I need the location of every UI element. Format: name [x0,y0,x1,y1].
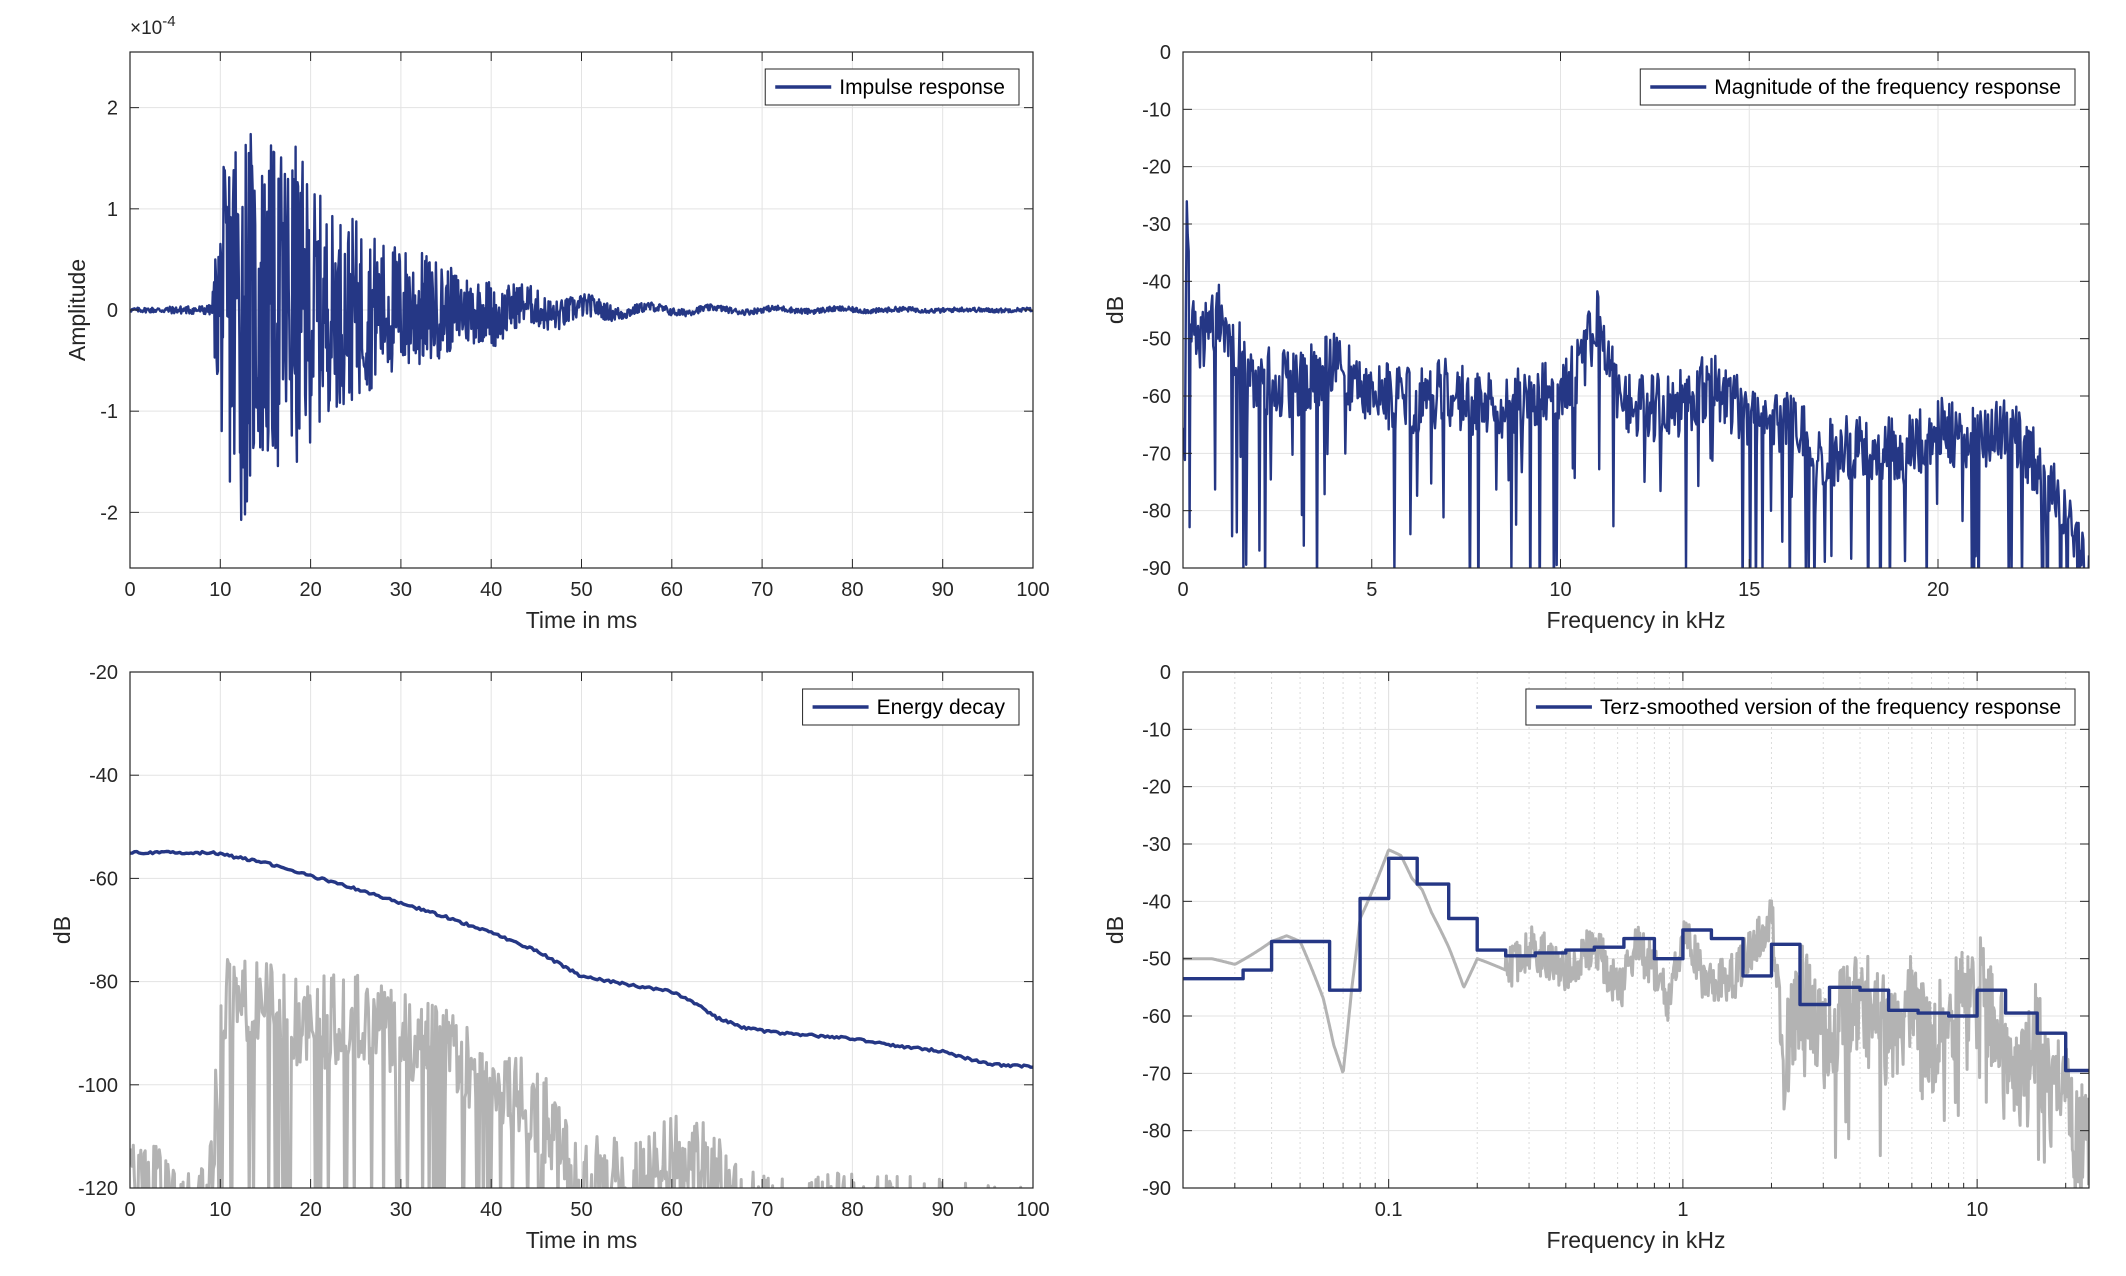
plot-area [1183,52,2089,568]
legend: Impulse response [764,68,1020,106]
series-line-magnitude [1183,200,2089,568]
y-tick-label: -50 [1142,949,1171,971]
x-tick-label: 0 [1177,579,1188,601]
y-tick-label: -40 [1142,271,1171,293]
series-line-energy-decay [130,849,1033,1069]
x-tick-label: 70 [751,1199,773,1221]
x-tick-label: 70 [751,579,773,601]
y-tick-label: -10 [1142,99,1171,121]
x-tick-label: 90 [932,579,954,601]
x-tick-label: 0 [124,579,135,601]
y-tick-label: 1 [107,199,118,221]
x-tick-label: 20 [299,579,321,601]
x-tick-label: 20 [299,1199,321,1221]
x-tick-label: 40 [480,1199,502,1221]
x-tick-label: 40 [480,579,502,601]
y-tick-label: 0 [1160,42,1171,64]
legend: Magnitude of the frequency response [1639,68,2076,106]
x-tick-label: 0.1 [1375,1199,1403,1221]
x-tick-label: 100 [1016,1199,1049,1221]
x-axis-label: Time in ms [526,607,638,633]
y-tick-label: -1 [100,401,118,423]
y-axis-label: Amplitude [64,259,90,361]
x-tick-label: 10 [1966,1199,1988,1221]
y-tick-label: -80 [1142,1121,1171,1143]
y-tick-label: -10 [1142,719,1171,741]
y-exponent-label: ×10-4 [130,13,176,39]
legend-label: Magnitude of the frequency response [1714,76,2061,99]
y-tick-label: -20 [89,662,118,684]
series-layer [130,849,1033,1188]
y-tick-label: -2 [100,502,118,524]
y-tick-label: 0 [1160,662,1171,684]
x-tick-label: 20 [1927,579,1949,601]
x-tick-label: 0 [124,1199,135,1221]
axes-box [1182,51,2090,569]
x-tick-label: 50 [570,579,592,601]
x-tick-label: 90 [932,1199,954,1221]
x-tick-label: 100 [1016,579,1049,601]
legend-label: Impulse response [839,76,1005,99]
y-tick-label: -30 [1142,214,1171,236]
y-tick-label: 0 [107,300,118,322]
y-axis-label: dB [49,916,75,944]
x-tick-label: 30 [390,579,412,601]
legend-box [1525,688,2076,726]
x-tick-label: 15 [1738,579,1760,601]
y-tick-label: -90 [1142,558,1171,580]
series-layer [130,132,1033,522]
y-tick-label: -40 [89,765,118,787]
y-exponent-power: -4 [162,13,175,30]
series-line-impulse [130,132,1033,522]
legend: Terz-smoothed version of the frequency r… [1525,688,2076,726]
y-tick-label: -70 [1142,443,1171,465]
x-tick-label: 1 [1677,1199,1688,1221]
x-tick-label: 50 [570,1199,592,1221]
y-tick-label: -20 [1142,777,1171,799]
y-axis-label: dB [1102,916,1128,944]
y-tick-label: -50 [1142,329,1171,351]
chart-magnitude: 0 5 10 15 20 0 -10 -20 -30 -40 -50 -60 -70 -80 -90 Freq… [1102,42,2090,633]
x-axis-label: Frequency in kHz [1547,607,1726,633]
x-tick-label: 10 [209,579,231,601]
y-tick-label: -20 [1142,157,1171,179]
legend-box [1639,68,2076,106]
legend-label: Terz-smoothed version of the frequency r… [1600,696,2061,719]
x-tick-label: 80 [841,1199,863,1221]
x-tick-label: 80 [841,579,863,601]
axes-box [1182,671,2090,1189]
y-tick-label: -40 [1142,891,1171,913]
series-line-gray [1183,848,2089,1188]
y-tick-label: -80 [89,972,118,994]
x-axis-label: Time in ms [526,1227,638,1253]
series-layer [1183,200,2089,568]
y-tick-label: -120 [78,1178,118,1200]
y-tick-label: 2 [107,98,118,120]
legend: Energy decay [802,688,1020,726]
y-axis-label: dB [1102,296,1128,324]
x-tick-label: 10 [209,1199,231,1221]
chart-terz: 0.1 1 10 0 -10 -20 -30 -40 -50 -60 -70 -80 -90 Freque… [1102,662,2090,1253]
y-tick-label: -60 [89,868,118,890]
y-tick-label: -90 [1142,1178,1171,1200]
y-tick-label: -30 [1142,834,1171,856]
x-tick-label: 5 [1366,579,1377,601]
y-tick-label: -60 [1142,386,1171,408]
x-tick-label: 10 [1549,579,1571,601]
chart-energy-decay: 0 10 20 30 40 50 60 70 80 90 100 -20 -40 -60 -80 -100 -1… [49,662,1050,1253]
x-tick-label: 60 [661,1199,683,1221]
y-tick-label: -60 [1142,1006,1171,1028]
x-axis-label: Frequency in kHz [1547,1227,1726,1253]
y-tick-label: -70 [1142,1063,1171,1085]
series-layer [1183,848,2089,1188]
y-tick-label: -100 [78,1075,118,1097]
series-line-terz [1183,856,2089,1073]
legend-label: Energy decay [877,696,1006,719]
y-tick-label: -80 [1142,501,1171,523]
series-line-gray [130,958,1023,1188]
chart-impulse: 0 10 20 30 40 50 60 70 80 90 100 -2 -1 0 1 2 ×10-4 Time i… [64,13,1050,633]
x-tick-label: 30 [390,1199,412,1221]
x-tick-label: 60 [661,579,683,601]
